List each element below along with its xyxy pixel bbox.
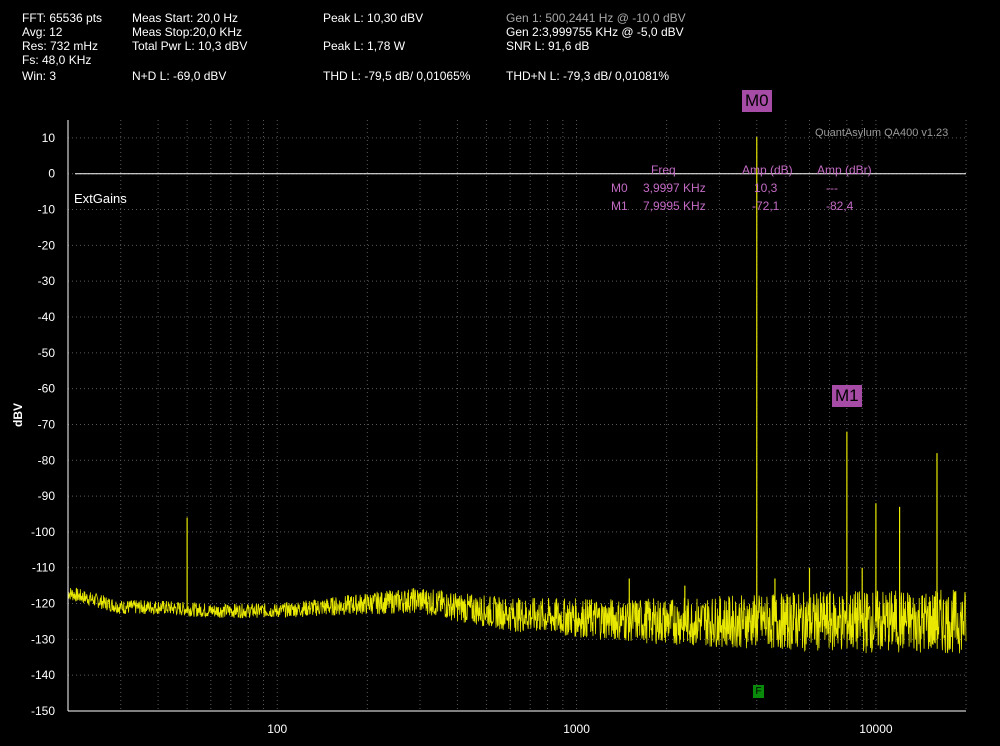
noise-distortion: N+D L: -69,0 dBV — [132, 69, 227, 83]
y-tick-label: -80 — [38, 453, 56, 467]
x-tick-label: 100 — [267, 722, 287, 736]
meas-start: Meas Start: 20,0 Hz — [132, 11, 239, 25]
averages: Avg: 12 — [22, 25, 63, 39]
thd-readout: THD L: -79,5 dB/ 0,01065% — [323, 69, 471, 83]
marker-table-header-amp: Amp (dB) — [742, 163, 793, 177]
resolution: Res: 732 mHz — [22, 39, 99, 53]
marker-row-name: M0 — [611, 181, 628, 195]
spectrum-trace — [67, 136, 967, 654]
y-tick-label: 0 — [48, 167, 55, 181]
snr-readout: SNR L: 91,6 dB — [506, 39, 590, 53]
y-tick-label: -50 — [38, 346, 56, 360]
axes — [67, 120, 966, 712]
marker-row-freq: 7,9995 KHz — [643, 199, 706, 213]
marker-m0-tag[interactable]: M0 — [742, 90, 772, 112]
marker-table-header-ampr: Amp (dBr) — [817, 163, 872, 177]
fft-points: FFT: 65536 pts — [22, 11, 103, 25]
marker-row-ampr: --- — [826, 181, 838, 195]
window-type: Win: 3 — [22, 69, 57, 83]
x-tick-label: 1000 — [563, 722, 590, 736]
meas-stop: Meas Stop:20,0 KHz — [132, 25, 243, 39]
y-tick-label: -60 — [38, 382, 56, 396]
ext-gains-label: ExtGains — [74, 191, 127, 206]
y-tick-label: -70 — [38, 417, 56, 431]
y-tick-label: -100 — [31, 525, 55, 539]
y-tick-label: -110 — [32, 561, 55, 575]
peak-dbv: Peak L: 10,30 dBV — [323, 11, 424, 25]
y-tick-label: -150 — [31, 704, 55, 718]
y-axis-label: dBV — [11, 403, 25, 427]
marker-row-freq: 3,9997 KHz — [643, 181, 706, 195]
y-tick-label: -130 — [31, 632, 55, 646]
y-tick-label: -40 — [38, 310, 56, 324]
y-tick-label: -90 — [38, 489, 56, 503]
total-power: Total Pwr L: 10,3 dBV — [132, 39, 248, 53]
y-tick-label: -140 — [31, 668, 55, 682]
y-tick-label: -30 — [38, 274, 56, 288]
noise-floor-trace — [67, 587, 967, 654]
version-label: QuantAsylum QA400 v1.23 — [815, 127, 949, 139]
y-tick-label: -20 — [38, 238, 56, 252]
generator-2: Gen 2:3,999755 KHz @ -5,0 dBV — [506, 25, 684, 39]
thdn-readout: THD+N L: -79,3 dB/ 0,01081% — [506, 69, 670, 83]
generator-1: Gen 1: 500,2441 Hz @ -10,0 dBV — [506, 11, 686, 25]
marker-row-amp: 10,3 — [754, 181, 778, 195]
y-tick-label: 10 — [42, 131, 56, 145]
marker-row-ampr: -82,4 — [826, 199, 854, 213]
sample-rate: Fs: 48,0 KHz — [22, 53, 92, 67]
marker-row-name: M1 — [611, 199, 628, 213]
marker-row-amp: -72,1 — [752, 199, 780, 213]
y-tick-label: -120 — [31, 597, 55, 611]
marker-table-header-freq: Freq — [651, 163, 676, 177]
peak-watts: Peak L: 1,78 W — [323, 39, 406, 53]
x-tick-label: 10000 — [859, 722, 893, 736]
y-tick-label: -10 — [38, 203, 56, 217]
frequency-flag[interactable]: F — [753, 685, 764, 698]
marker-m1-tag[interactable]: M1 — [832, 385, 862, 407]
tick-labels: 100-10-20-30-40-50-60-70-80-90-100-110-1… — [31, 131, 893, 736]
